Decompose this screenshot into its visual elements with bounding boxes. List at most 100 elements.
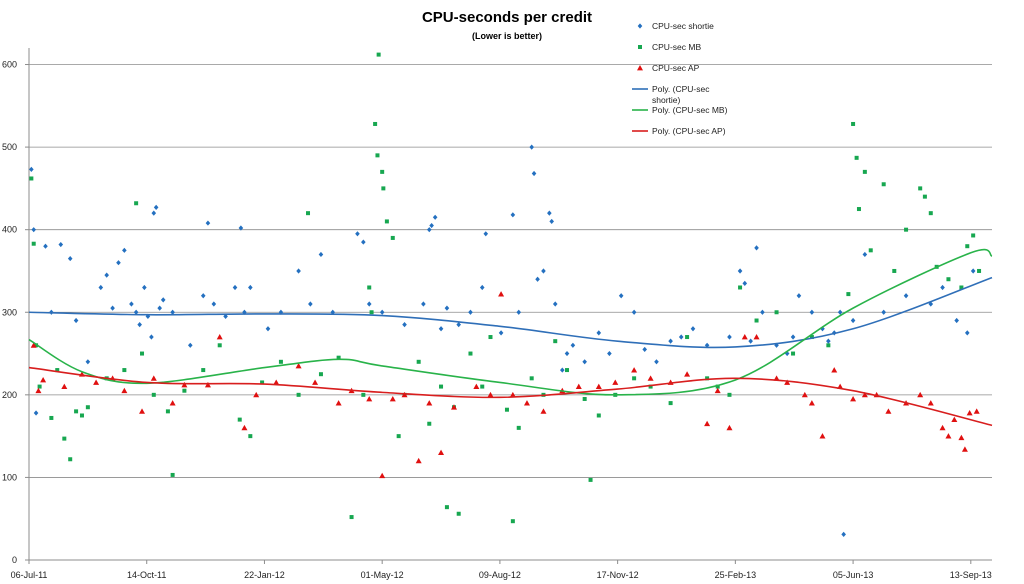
data-point xyxy=(760,309,765,315)
data-point xyxy=(596,330,602,336)
data-point xyxy=(98,284,104,291)
y-tick-label: 100 xyxy=(2,472,17,482)
data-point xyxy=(748,338,753,344)
legend-label: Poly. (CPU-sec MB) xyxy=(652,105,728,115)
data-point xyxy=(62,436,67,441)
data-point xyxy=(774,310,779,315)
data-point xyxy=(964,330,970,336)
data-point xyxy=(61,383,68,389)
data-point xyxy=(427,421,432,426)
x-tick-label: 05-Jun-13 xyxy=(833,570,874,580)
data-point xyxy=(116,260,121,266)
data-point xyxy=(200,293,206,299)
data-point xyxy=(85,359,91,365)
data-point xyxy=(30,342,37,348)
trend-line xyxy=(28,276,993,349)
data-point xyxy=(369,310,374,315)
x-tick-label: 09-Aug-12 xyxy=(479,570,521,580)
data-point xyxy=(531,170,537,177)
data-point xyxy=(970,268,976,274)
data-point xyxy=(366,395,373,402)
data-point xyxy=(973,408,980,414)
data-point xyxy=(205,220,211,226)
data-point xyxy=(922,194,927,199)
data-point xyxy=(516,425,521,430)
data-point xyxy=(642,346,648,353)
data-point xyxy=(456,511,461,516)
data-point xyxy=(318,372,323,377)
y-tick-label: 600 xyxy=(2,60,17,70)
data-point xyxy=(145,313,151,319)
data-point xyxy=(265,326,271,332)
data-point xyxy=(549,218,555,225)
data-point xyxy=(40,376,47,383)
data-point xyxy=(727,334,732,340)
data-point xyxy=(939,424,946,431)
data-point xyxy=(134,201,139,206)
data-point xyxy=(826,343,831,348)
data-point xyxy=(58,241,64,248)
data-point xyxy=(31,241,36,246)
data-point xyxy=(142,284,147,291)
data-point xyxy=(216,334,223,340)
data-point xyxy=(917,391,924,398)
data-point xyxy=(355,231,360,237)
data-point xyxy=(727,392,732,397)
data-point xyxy=(74,409,79,414)
data-point xyxy=(253,391,260,398)
data-point xyxy=(487,391,494,398)
data-point xyxy=(523,400,530,406)
legend-label: Poly. (CPU-sec shortie) xyxy=(652,84,710,105)
y-tick-label: 300 xyxy=(2,307,17,317)
data-point xyxy=(737,268,743,274)
data-point xyxy=(977,268,982,273)
series-square xyxy=(29,52,982,524)
data-point xyxy=(133,309,139,315)
data-point xyxy=(248,284,253,291)
data-point xyxy=(223,313,228,319)
data-point xyxy=(509,391,516,398)
data-point xyxy=(401,391,408,398)
legend-item: Poly. (CPU-sec shortie) xyxy=(632,84,710,105)
data-point xyxy=(73,317,79,324)
data-point xyxy=(684,371,691,377)
legend-item: Poly. (CPU-sec MB) xyxy=(632,105,728,115)
data-point xyxy=(381,186,386,191)
data-point xyxy=(121,387,128,394)
data-point xyxy=(480,384,485,389)
data-point xyxy=(547,210,552,216)
data-point xyxy=(366,301,372,307)
legend-layer: CPU-sec shortie CPU-sec MB CPU-sec AP Poly.… xyxy=(632,21,728,136)
data-point xyxy=(918,186,923,191)
data-point xyxy=(826,338,831,344)
data-point xyxy=(33,410,39,416)
trend-line xyxy=(28,366,993,427)
data-point xyxy=(43,243,48,249)
data-point xyxy=(946,277,951,282)
data-point xyxy=(151,392,156,397)
data-point xyxy=(945,433,952,439)
data-point xyxy=(726,424,733,431)
data-point xyxy=(182,388,187,393)
chart-subtitle: (Lower is better) xyxy=(471,31,542,41)
data-point xyxy=(375,153,380,158)
data-point xyxy=(361,239,366,245)
data-point xyxy=(791,351,796,356)
data-point xyxy=(796,293,802,299)
data-point xyxy=(55,368,60,373)
axis-layer: 0 100 200 300 400 500 600 06-Jul-11 14-Oct-11 22-… xyxy=(2,48,992,580)
data-point xyxy=(468,309,473,315)
data-point xyxy=(856,207,861,212)
data-point xyxy=(754,245,759,251)
data-point xyxy=(151,210,157,216)
data-point xyxy=(582,359,587,365)
data-point xyxy=(954,317,959,324)
series-layer xyxy=(29,52,982,537)
data-point xyxy=(582,396,587,401)
data-point xyxy=(790,334,796,340)
data-point xyxy=(122,247,127,253)
data-point xyxy=(296,268,301,274)
data-point xyxy=(232,284,238,291)
data-point xyxy=(753,334,760,340)
